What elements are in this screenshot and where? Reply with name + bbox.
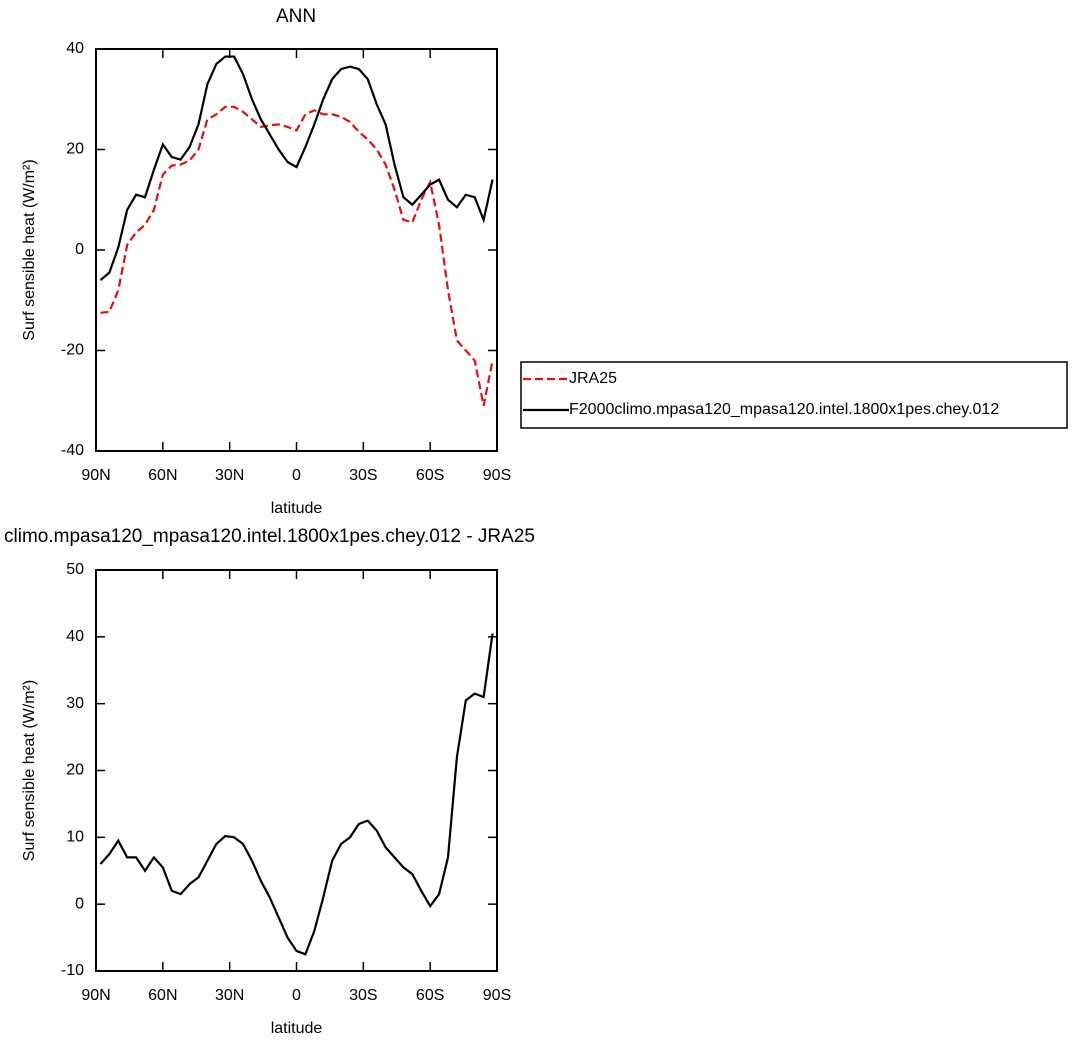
legend-box <box>520 361 1068 429</box>
chart-title: ANN <box>276 6 316 27</box>
data-line <box>99 55 494 281</box>
y-tick-label: -20 <box>61 342 84 359</box>
x-tick-label: 0 <box>292 987 301 1004</box>
legend-label: JRA25 <box>569 370 617 387</box>
y-tick-label: 0 <box>75 895 84 912</box>
x-axis-label: latitude <box>271 1020 323 1037</box>
x-tick-label: 30S <box>349 987 377 1004</box>
y-tick-label: 30 <box>66 695 84 712</box>
y-axis-label: Surf sensible heat (W/m²) <box>21 680 38 861</box>
y-tick-label: 50 <box>66 561 84 578</box>
y-tick-label: 10 <box>66 829 84 846</box>
y-tick-label: 0 <box>75 241 84 258</box>
x-tick-label: 90N <box>81 467 110 484</box>
x-tick-label: 60S <box>416 987 444 1004</box>
x-tick-label: 60N <box>148 987 177 1004</box>
x-tick-label: 30N <box>215 987 244 1004</box>
x-tick-label: 60S <box>416 467 444 484</box>
x-tick-label: 90N <box>81 987 110 1004</box>
x-axis-label: latitude <box>271 500 323 517</box>
x-tick-label: 90S <box>483 467 511 484</box>
x-tick-label: 0 <box>292 467 301 484</box>
x-tick-label: 60N <box>148 467 177 484</box>
plot-frame <box>95 569 498 972</box>
y-tick-label: 40 <box>66 628 84 645</box>
chart-title: climo.mpasa120_mpasa120.intel.1800x1pes.… <box>4 526 535 547</box>
x-tick-label: 90S <box>483 987 511 1004</box>
y-tick-label: -10 <box>61 962 84 979</box>
x-tick-label: 30S <box>349 467 377 484</box>
x-tick-label: 30N <box>215 467 244 484</box>
legend-label: F2000climo.mpasa120_mpasa120.intel.1800x… <box>569 401 999 418</box>
y-tick-label: 20 <box>66 141 84 158</box>
data-line <box>99 633 494 956</box>
y-axis-label: Surf sensible heat (W/m²) <box>21 159 38 340</box>
y-tick-label: -40 <box>61 442 84 459</box>
y-tick-label: 40 <box>66 40 84 57</box>
plot-frame <box>95 48 498 452</box>
y-tick-label: 20 <box>66 762 84 779</box>
